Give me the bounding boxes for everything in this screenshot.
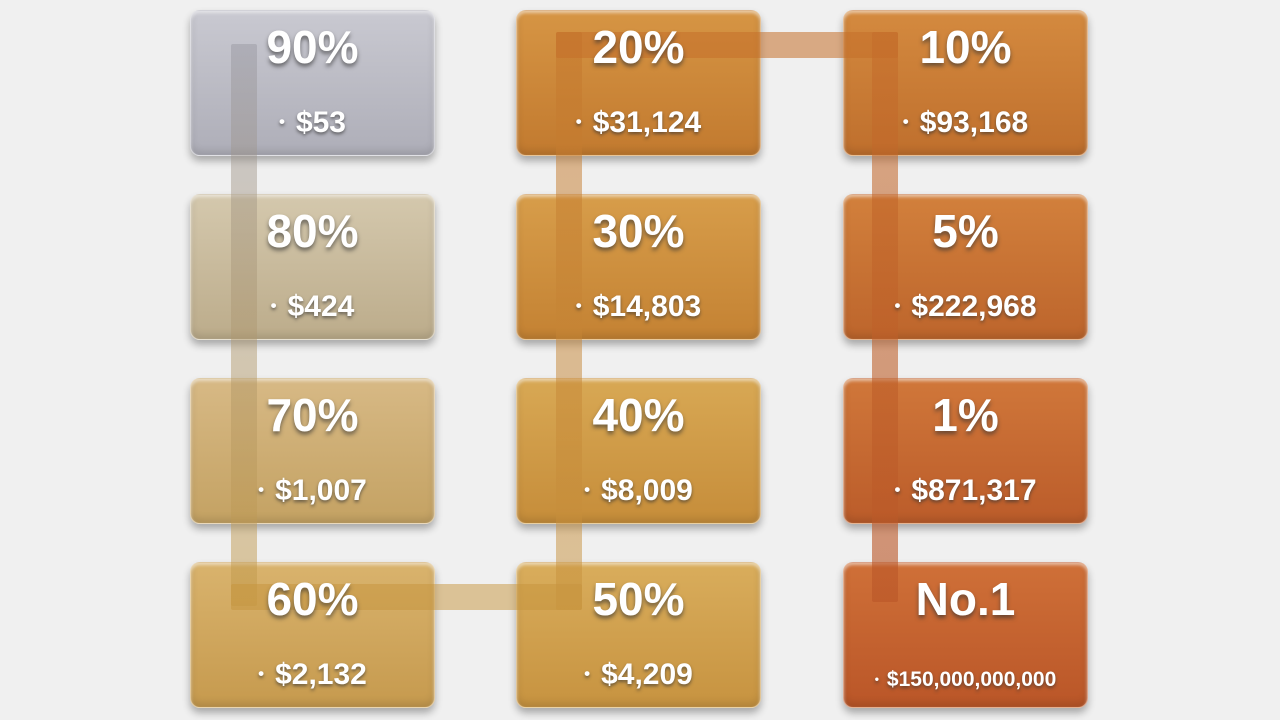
percent-label: 5% xyxy=(932,205,999,257)
flow-connector-col2-up xyxy=(556,32,582,610)
percent-label: 10% xyxy=(919,21,1012,73)
bullet-icon: • xyxy=(258,480,265,500)
flow-connector-col1-down xyxy=(231,44,257,606)
bullet-icon: • xyxy=(575,112,582,132)
percent-label: 80% xyxy=(266,205,359,257)
stat-box-90pct: 90% • $53 xyxy=(190,10,435,156)
bullet-icon: • xyxy=(584,664,591,684)
value-text: $871,317 xyxy=(911,474,1037,507)
value-label: • $31,124 xyxy=(576,106,701,139)
percent-label: 30% xyxy=(592,205,685,257)
flow-connector-bottom-across xyxy=(231,584,582,610)
value-label: • $871,317 xyxy=(894,474,1036,507)
stat-box-80pct: 80% • $424 xyxy=(190,194,435,340)
value-label: • $2,132 xyxy=(258,658,367,691)
bullet-icon: • xyxy=(575,296,582,316)
stat-box-70pct: 70% • $1,007 xyxy=(190,378,435,524)
stat-box-30pct: 30% • $14,803 xyxy=(516,194,761,340)
percent-label: 70% xyxy=(266,389,359,441)
percent-label: 60% xyxy=(266,573,359,625)
value-label: • $8,009 xyxy=(584,474,693,507)
bullet-icon: • xyxy=(278,112,285,132)
percent-label: 20% xyxy=(592,21,685,73)
value-text: $8,009 xyxy=(601,474,693,507)
percent-label: 50% xyxy=(592,573,685,625)
value-text: $222,968 xyxy=(911,290,1037,323)
flow-connector-top-across xyxy=(556,32,898,58)
bullet-icon: • xyxy=(894,480,901,500)
bullet-icon: • xyxy=(902,112,909,132)
value-label: • $53 xyxy=(279,106,346,139)
flow-connector-col3-down xyxy=(872,32,898,602)
stat-box-40pct: 40% • $8,009 xyxy=(516,378,761,524)
value-text: $2,132 xyxy=(275,658,367,691)
value-label: • $93,168 xyxy=(903,106,1028,139)
value-label: • $222,968 xyxy=(894,290,1036,323)
bullet-icon: • xyxy=(270,296,277,316)
percent-label: No.1 xyxy=(915,573,1016,625)
value-label: • $150,000,000,000 xyxy=(875,668,1057,691)
percent-label: 40% xyxy=(592,389,685,441)
value-text: $4,209 xyxy=(601,658,693,691)
bullet-icon: • xyxy=(584,480,591,500)
value-text: $14,803 xyxy=(592,290,702,323)
value-label: • $1,007 xyxy=(258,474,367,507)
value-text: $93,168 xyxy=(919,106,1029,139)
value-label: • $424 xyxy=(271,290,355,323)
percent-label: 1% xyxy=(932,389,999,441)
value-text: $53 xyxy=(295,106,346,139)
value-text: $1,007 xyxy=(275,474,367,507)
value-text: $31,124 xyxy=(592,106,702,139)
bullet-icon: • xyxy=(894,296,901,316)
bullet-icon: • xyxy=(874,671,879,686)
value-label: • $4,209 xyxy=(584,658,693,691)
bullet-icon: • xyxy=(258,664,265,684)
value-label: • $14,803 xyxy=(576,290,701,323)
value-text: $424 xyxy=(287,290,355,323)
value-text: $150,000,000,000 xyxy=(886,667,1057,691)
percent-label: 90% xyxy=(266,21,359,73)
